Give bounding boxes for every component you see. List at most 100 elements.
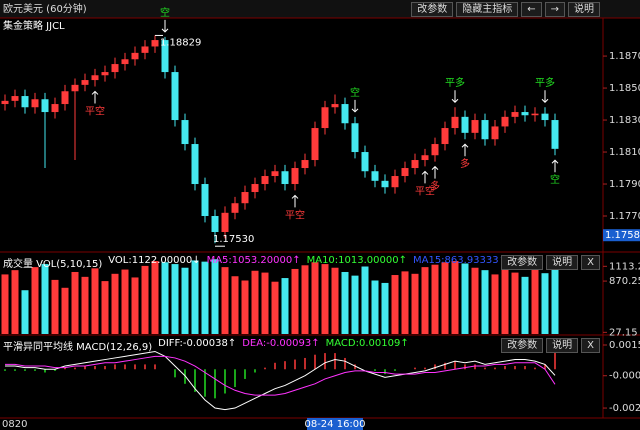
toolbar-button[interactable]: 隐藏主指标 <box>456 2 519 17</box>
y-tick-label: 0.0015 <box>609 340 640 351</box>
candle-body <box>381 180 389 188</box>
signal-arrow <box>451 90 459 103</box>
low-label: 1.17530 <box>213 234 254 245</box>
candle-body <box>11 96 19 101</box>
y-tick-label: 1.17900 <box>609 179 640 190</box>
volume-bar <box>11 270 19 334</box>
volume-bar <box>161 262 169 334</box>
volume-bar <box>271 281 279 334</box>
signal-arrow <box>551 159 559 173</box>
candle-body <box>101 72 109 76</box>
volume-bar <box>261 272 269 334</box>
candle-body <box>341 104 349 124</box>
candle-body <box>191 144 199 185</box>
panel-button[interactable]: X <box>581 338 600 353</box>
panel-button[interactable]: 说明 <box>546 338 579 353</box>
signal-arrow <box>291 194 299 208</box>
volume-bar <box>481 270 489 334</box>
indicator-title: 集金策略 JJCL <box>3 19 65 32</box>
volume-bar <box>551 265 559 334</box>
volume-bar <box>401 271 409 334</box>
candle-body <box>91 75 99 81</box>
candle-body <box>551 120 559 149</box>
toolbar-button[interactable]: ← <box>521 2 542 17</box>
candle-body <box>401 168 409 177</box>
volume-bar <box>191 260 199 334</box>
signal-label: 平空 <box>285 208 305 221</box>
signal-label: 多 <box>430 180 440 193</box>
signal-label: 空 <box>350 86 360 99</box>
volume-bar <box>341 271 349 334</box>
y-tick-label: 1.18100 <box>609 147 640 158</box>
candle-body <box>221 212 229 233</box>
candle-body <box>441 128 449 145</box>
toolbar-buttons: 改参数 隐藏主指标 ← → 说明 <box>411 2 600 17</box>
signal-label: 平多 <box>535 76 555 89</box>
candle-body <box>471 120 479 133</box>
volume-bar <box>411 273 419 334</box>
volume-bar <box>281 278 289 334</box>
volume-bar <box>361 266 369 334</box>
high-label: 1.18829 <box>160 37 201 48</box>
y-tick-label: 1.18300 <box>609 115 640 126</box>
signal-arrow <box>161 19 169 33</box>
volume-bar <box>331 267 339 334</box>
panel-header: 成交量 VOL(5,10,15) VOL:1122.00000↓ MA5:1053.… <box>3 255 507 270</box>
volume-bar <box>351 275 359 334</box>
toolbar-button[interactable]: → <box>544 2 565 17</box>
signal-arrow <box>421 170 429 184</box>
candle-body <box>111 64 119 73</box>
candle-body <box>181 120 189 145</box>
legend-entry: MA10:1013.00000↑ <box>306 255 407 266</box>
volume-bar <box>221 267 229 334</box>
volume-bar <box>241 280 249 334</box>
volume-bar <box>471 267 479 334</box>
candle-body <box>391 176 399 188</box>
volume-bar <box>91 268 99 334</box>
panel-title: 成交量 VOL(5,10,15) <box>3 259 103 270</box>
signal-label: 多 <box>460 157 470 170</box>
last-price-box <box>603 229 640 242</box>
panel-title: 平滑异同平均线 MACD(12,26,9) <box>3 342 153 353</box>
panel-button[interactable]: 说明 <box>546 255 579 270</box>
candle-body <box>321 107 329 129</box>
signal-arrow <box>351 99 359 113</box>
volume-bar <box>381 282 389 334</box>
panel-button[interactable]: 改参数 <box>501 338 544 353</box>
volume-bar <box>491 274 499 334</box>
panel-button[interactable]: 改参数 <box>501 255 544 270</box>
macd-line <box>5 350 556 411</box>
x-tick-label: 0820 <box>2 419 27 430</box>
candle-body <box>51 104 59 113</box>
candle-body <box>1 100 9 105</box>
toolbar-button[interactable]: 改参数 <box>411 2 454 17</box>
volume-bar <box>301 265 309 334</box>
signal-arrow <box>461 143 469 157</box>
candle-body <box>351 123 359 153</box>
candle-body <box>311 128 319 161</box>
candle-body <box>131 52 139 60</box>
signal-arrow <box>431 165 439 179</box>
volume-bar <box>391 275 399 334</box>
candle-body <box>251 184 259 193</box>
candle-body <box>81 80 89 85</box>
candle-body <box>241 192 249 204</box>
candle-body <box>511 112 519 117</box>
candle-body <box>231 203 239 213</box>
toolbar-button[interactable]: 说明 <box>568 2 600 17</box>
volume-bar <box>511 272 519 334</box>
candle-body <box>151 40 159 47</box>
candle-body <box>271 171 279 177</box>
volume-bar <box>521 276 529 334</box>
volume-bar <box>101 281 109 334</box>
candle-body <box>451 116 459 129</box>
volume-bar <box>121 269 129 334</box>
panel-button[interactable]: X <box>581 255 600 270</box>
candle-body <box>301 160 309 169</box>
signal-label: 平多 <box>445 76 465 89</box>
y-tick-label: 27.15 <box>609 327 638 338</box>
candle-body <box>361 152 369 172</box>
volume-bar <box>71 271 79 334</box>
